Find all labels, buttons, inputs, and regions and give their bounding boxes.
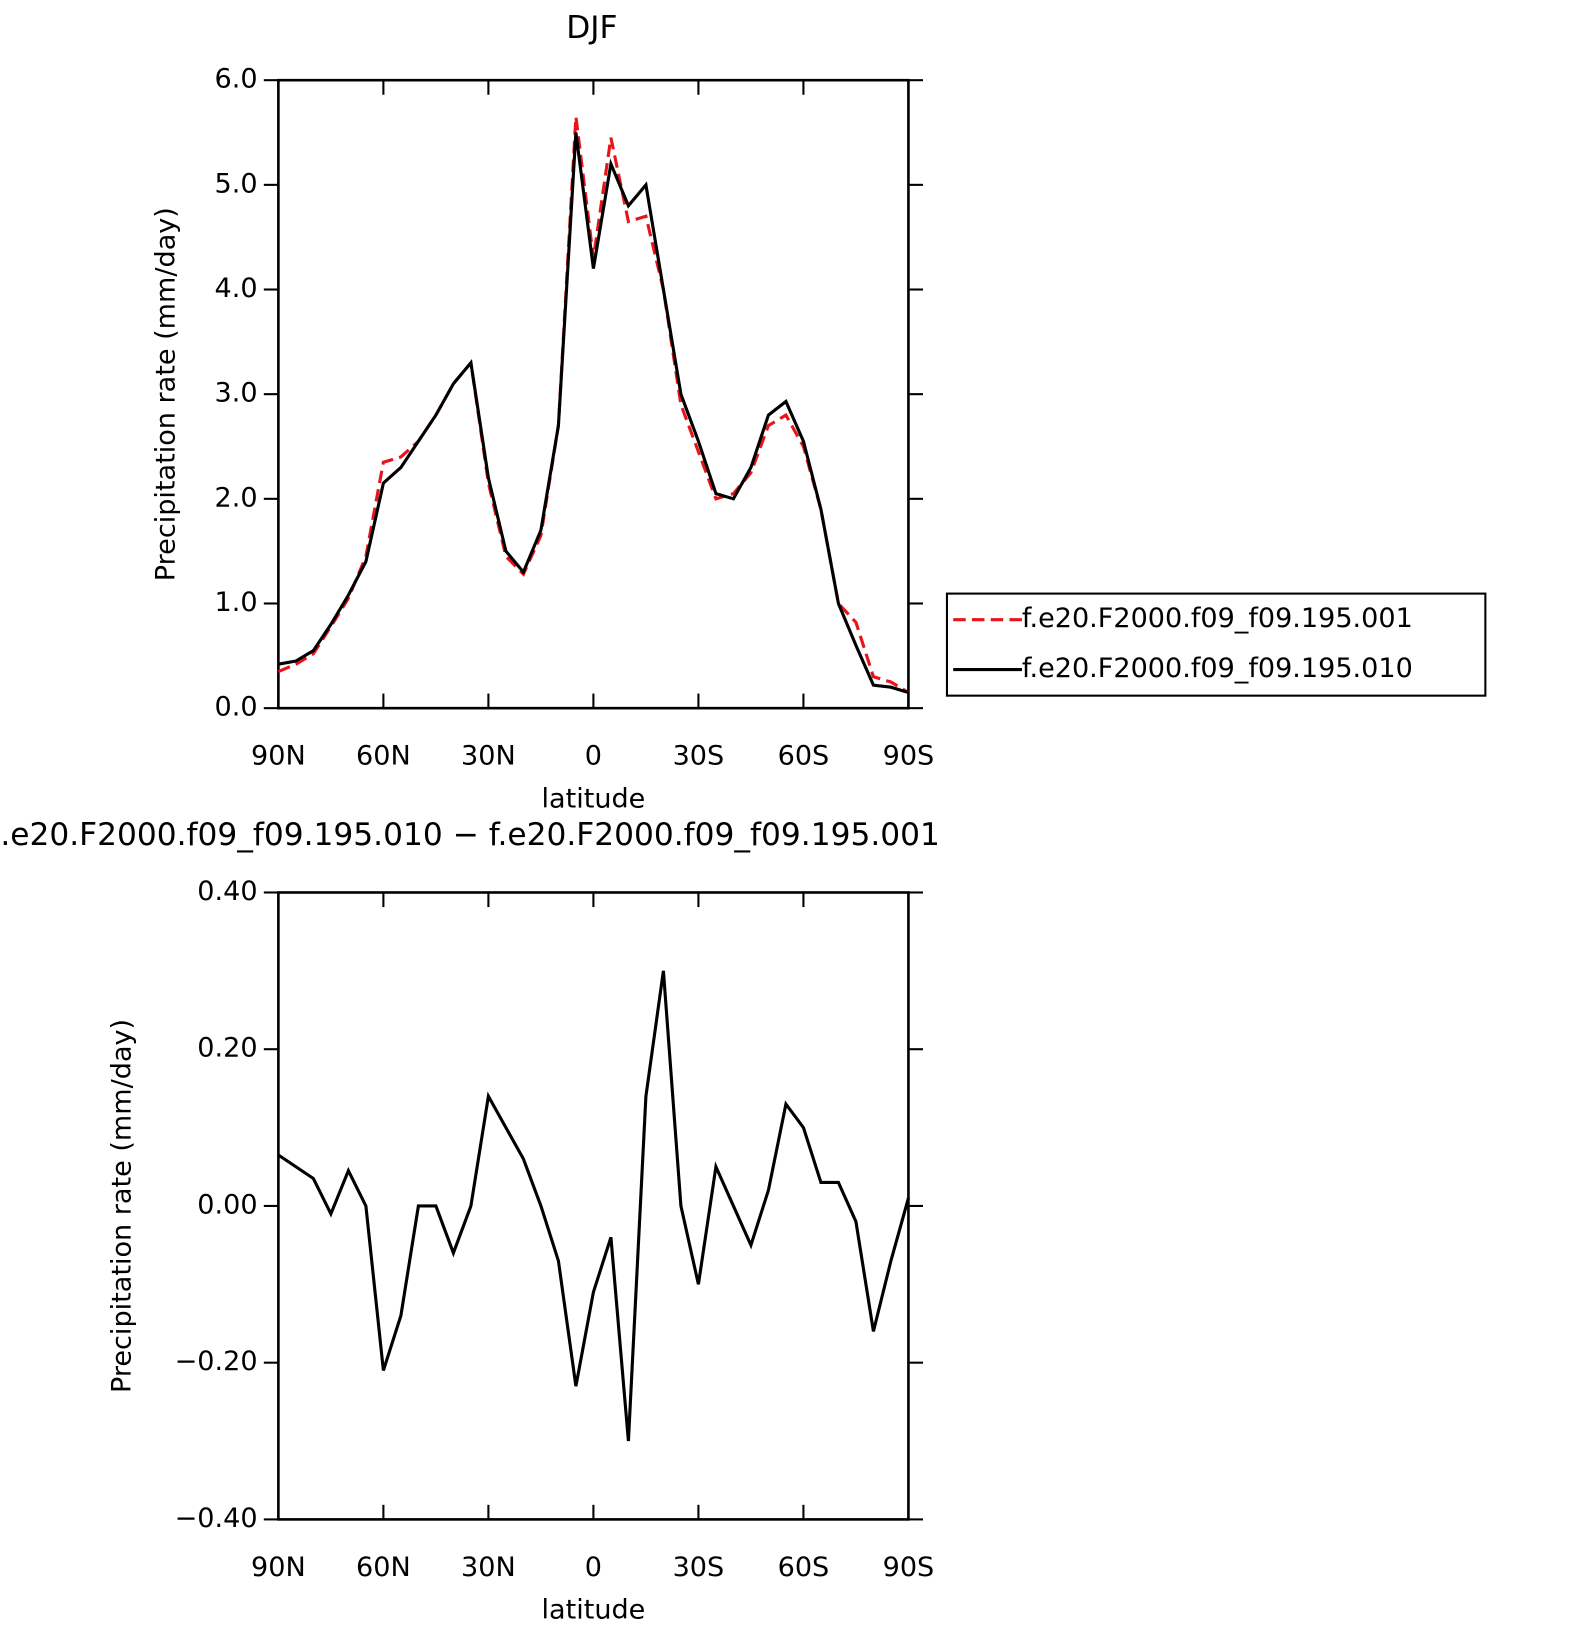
- y-axis-label: Precipitation rate (mm/day): [107, 1019, 138, 1393]
- x-tick-label: 30N: [461, 741, 516, 772]
- plot-frame: [277, 891, 910, 1521]
- x-axis-label: latitude: [541, 783, 645, 814]
- y-tick-label: 0.20: [197, 1033, 257, 1064]
- y-tick-label: 4.0: [215, 273, 258, 304]
- y-tick-label: 3.0: [215, 378, 258, 409]
- y-tick-label: 0.0: [215, 692, 258, 723]
- x-tick-label: 60S: [778, 741, 830, 772]
- y-tick-label: −0.40: [175, 1503, 258, 1534]
- legend-box: [945, 592, 1487, 697]
- plot-frame: [277, 78, 910, 710]
- x-tick-label: 90S: [883, 741, 935, 772]
- x-tick-label: 0: [585, 741, 602, 772]
- y-tick-label: −0.20: [175, 1346, 258, 1377]
- data-line: [277, 970, 910, 1442]
- y-tick-label: 5.0: [215, 168, 258, 199]
- x-axis-label: latitude: [541, 1595, 645, 1626]
- x-tick-label: 30N: [461, 1552, 516, 1583]
- legend-label: f.e20.F2000.f09_f09.195.001: [1022, 603, 1413, 634]
- x-tick-label: 90N: [251, 741, 306, 772]
- x-tick-label: 0: [585, 1552, 602, 1583]
- y-tick-label: 0.40: [197, 876, 257, 907]
- y-tick-label: 2.0: [215, 482, 258, 513]
- chart-title: .e20.F2000.f09_f09.195.010 − f.e20.F2000…: [0, 817, 940, 853]
- x-tick-label: 60N: [356, 741, 411, 772]
- x-tick-label: 60S: [778, 1552, 830, 1583]
- y-tick-label: 0.00: [197, 1189, 257, 1220]
- chart-title: DJF: [566, 10, 617, 46]
- y-tick-label: 1.0: [215, 587, 258, 618]
- x-tick-label: 90N: [251, 1552, 306, 1583]
- x-tick-label: 90S: [883, 1552, 935, 1583]
- y-tick-label: 6.0: [215, 64, 258, 95]
- data-line: [277, 116, 910, 694]
- x-tick-label: 60N: [356, 1552, 411, 1583]
- legend-label: f.e20.F2000.f09_f09.195.010: [1022, 653, 1413, 684]
- x-tick-label: 30S: [673, 1552, 725, 1583]
- x-tick-label: 30S: [673, 741, 725, 772]
- y-axis-label: Precipitation rate (mm/day): [150, 207, 181, 581]
- data-line: [278, 132, 909, 694]
